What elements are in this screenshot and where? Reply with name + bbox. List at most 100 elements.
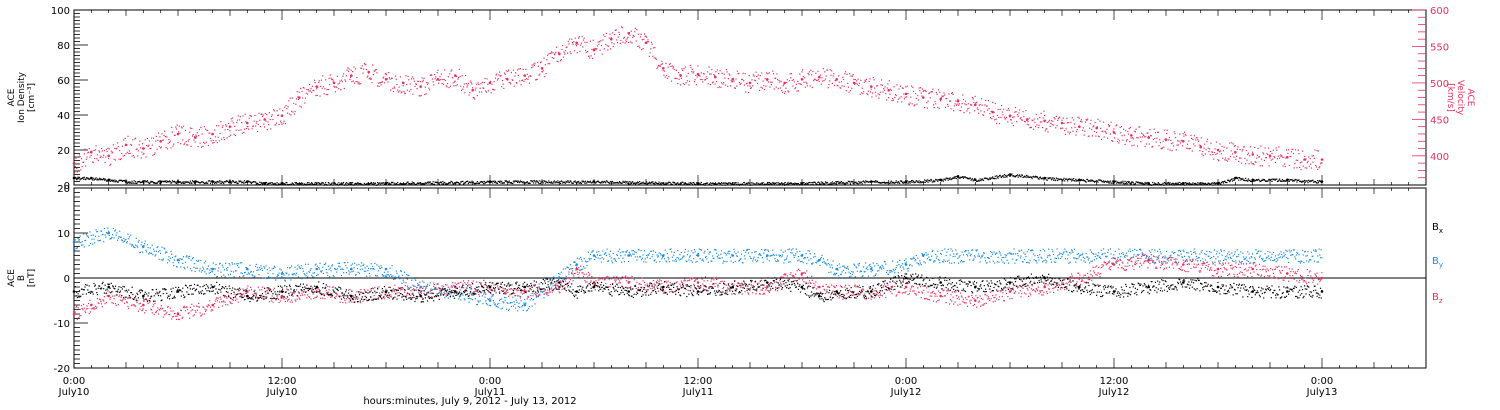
velocity-series-dot <box>1256 154 1258 156</box>
velocity-series-dot <box>1139 126 1141 128</box>
velocity-series-dot <box>657 64 659 67</box>
velocity-series-dot <box>232 122 234 124</box>
velocity-series-dot <box>829 80 831 82</box>
density-series-dot <box>198 181 200 183</box>
density-series-dot <box>170 182 172 184</box>
velocity-series-dot <box>907 93 909 95</box>
density-series-dot <box>553 181 555 183</box>
velocity-series-dot <box>505 78 507 80</box>
by-series-dot <box>320 270 322 272</box>
velocity-series-dot <box>1242 148 1244 151</box>
velocity-series-dot <box>964 103 966 105</box>
velocity-series-dot <box>388 72 390 74</box>
density-series-dot <box>517 180 519 182</box>
density-series-dot <box>1313 181 1315 183</box>
by-series-dot <box>76 247 78 250</box>
velocity-series-dot <box>357 83 359 85</box>
by-series-dot <box>467 297 469 300</box>
by-series-dot <box>162 259 164 261</box>
velocity-series-dot <box>1032 128 1035 130</box>
density-series-dot <box>129 181 131 183</box>
velocity-series-dot <box>1037 127 1039 129</box>
velocity-series-dot <box>89 156 91 158</box>
velocity-series-dot <box>1276 158 1279 160</box>
velocity-series-dot <box>756 82 759 85</box>
velocity-series-dot <box>684 83 686 85</box>
density-series-dot <box>1157 183 1159 185</box>
density-series-dot <box>612 182 614 184</box>
density-series-dot <box>689 184 691 186</box>
velocity-series-dot <box>105 156 107 158</box>
by-series-dot <box>585 261 587 263</box>
by-series-dot <box>313 276 315 278</box>
velocity-series-dot <box>245 121 247 123</box>
velocity-series-dot <box>294 110 296 113</box>
velocity-series-dot <box>1295 159 1297 161</box>
by-series-dot <box>428 292 430 294</box>
density-series-dot <box>532 180 534 182</box>
density-series-dot <box>957 176 959 179</box>
by-series-dot <box>477 300 479 302</box>
velocity-series-dot <box>1071 117 1073 119</box>
velocity-series-dot <box>957 98 959 100</box>
density-series-dot <box>1243 179 1245 181</box>
density-series-dot <box>797 183 799 185</box>
velocity-series-dot <box>706 78 708 80</box>
density-series-dot <box>223 181 225 183</box>
velocity-series-dot <box>598 43 600 45</box>
by-series-dot <box>424 290 426 292</box>
by-series-dot <box>414 278 416 280</box>
density-series-dot <box>225 181 227 183</box>
velocity-series-dot <box>532 66 534 68</box>
velocity-series-dot <box>1096 131 1098 134</box>
density-series-dot <box>1227 179 1229 181</box>
density-series-dot <box>1136 182 1139 184</box>
velocity-series-dot <box>435 79 438 81</box>
density-series-dot <box>1223 180 1225 183</box>
density-series-dot <box>1261 179 1263 181</box>
density-series-dot <box>1126 183 1128 185</box>
density-series-dot <box>825 182 827 184</box>
density-series-dot <box>1149 184 1151 186</box>
density-series-dot <box>820 181 822 183</box>
by-series-dot <box>591 250 594 252</box>
velocity-series-dot <box>240 129 242 131</box>
velocity-series-dot <box>465 83 467 85</box>
density-series-dot <box>492 180 494 182</box>
velocity-series-dot <box>1044 130 1046 132</box>
density-series-dot <box>759 183 761 185</box>
density-series-dot <box>590 182 592 184</box>
velocity-series-dot <box>1181 145 1184 147</box>
velocity-series-dot <box>1250 161 1252 163</box>
density-series-dot <box>1169 182 1171 184</box>
density-series-dot <box>1202 182 1204 184</box>
velocity-series-dot <box>274 124 276 126</box>
density-series-dot <box>128 181 130 183</box>
by-series-dot <box>406 278 408 280</box>
velocity-series-dot <box>347 70 350 72</box>
density-series-dot <box>998 176 1000 178</box>
velocity-series-dot <box>783 83 785 85</box>
velocity-series-dot <box>466 86 468 88</box>
by-series-dot <box>77 238 79 240</box>
density-series-dot <box>992 177 994 179</box>
density-series-dot <box>482 181 484 183</box>
density-series-dot <box>1012 175 1014 177</box>
velocity-series-dot <box>1104 130 1106 132</box>
density-series-dot <box>719 183 721 185</box>
by-series-dot <box>501 298 503 300</box>
velocity-series-dot <box>1151 146 1153 148</box>
density-series-dot <box>849 183 851 185</box>
density-series-dot <box>636 182 638 184</box>
density-series-dot <box>906 180 908 182</box>
velocity-series-dot <box>467 84 469 86</box>
velocity-series-dot <box>1241 150 1243 152</box>
density-series-dot <box>1143 183 1145 185</box>
by-series-dot <box>472 299 474 301</box>
velocity-series-dot <box>502 83 504 85</box>
by-series-dot <box>171 253 173 255</box>
velocity-series-dot <box>1312 161 1314 163</box>
velocity-series-dot <box>876 85 878 87</box>
velocity-series-dot <box>477 82 479 84</box>
velocity-series-dot <box>296 91 298 93</box>
